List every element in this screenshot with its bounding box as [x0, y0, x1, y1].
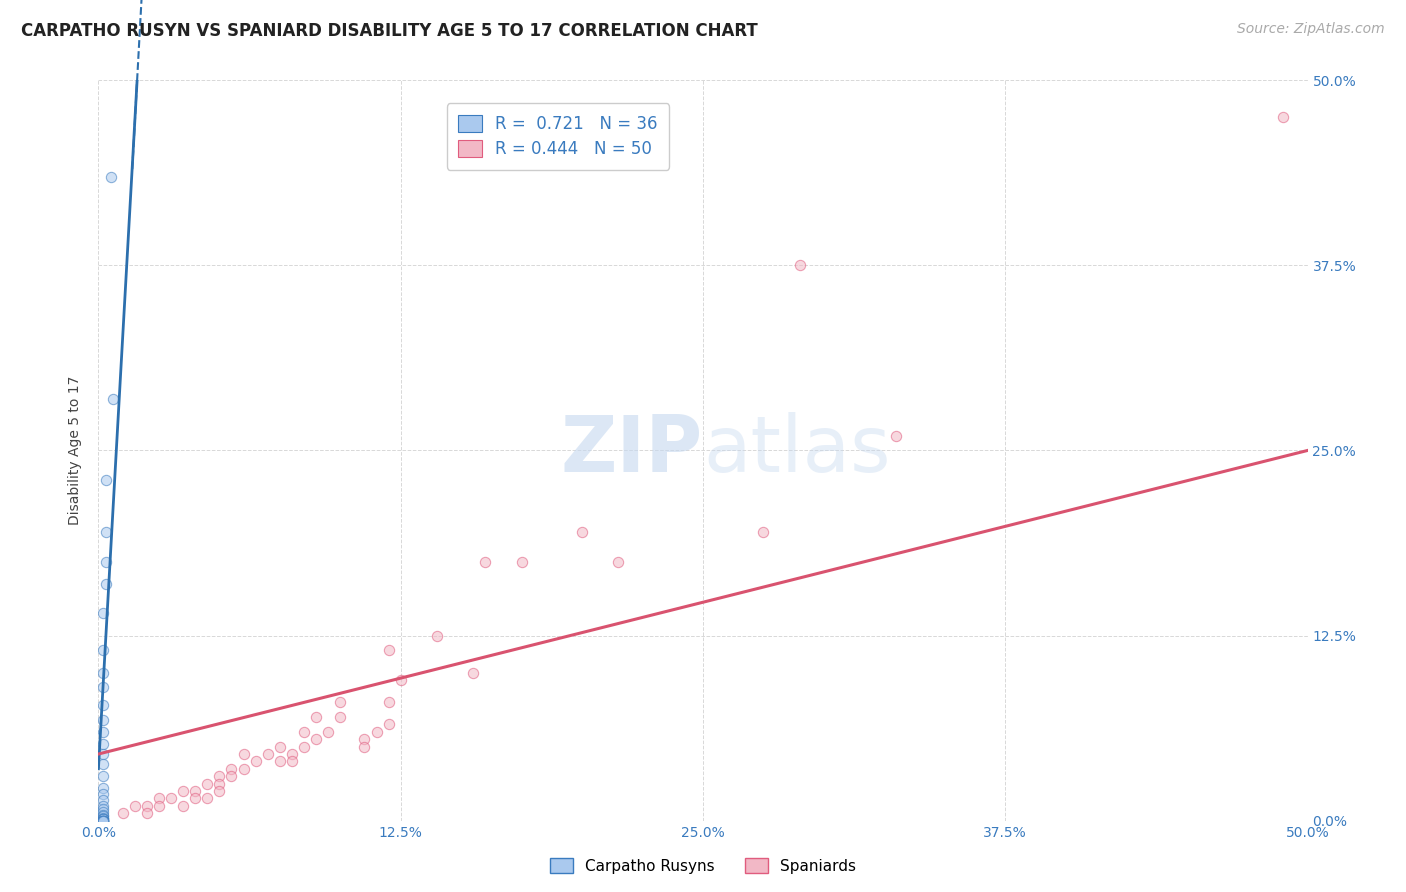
Point: [91, 814, 114, 828]
Point: [91, 812, 114, 826]
Point: [269, 755, 291, 769]
Point: [91, 681, 114, 695]
Point: [256, 747, 278, 761]
Point: [91, 780, 114, 795]
Point: [172, 784, 194, 798]
Point: [91, 814, 114, 828]
Point: [329, 710, 352, 724]
Point: [366, 724, 388, 739]
Point: [208, 784, 231, 798]
Point: [305, 710, 328, 724]
Point: [353, 732, 375, 747]
Point: [91, 798, 114, 813]
Point: [329, 695, 352, 709]
Point: [101, 392, 124, 406]
Point: [100, 169, 122, 184]
Point: [91, 814, 114, 828]
Text: atlas: atlas: [703, 412, 890, 489]
Point: [91, 713, 114, 727]
Point: [160, 791, 183, 805]
Point: [91, 807, 114, 822]
Point: [195, 791, 218, 805]
Point: [281, 755, 304, 769]
Point: [316, 724, 339, 739]
Point: [94, 473, 117, 487]
Point: [292, 739, 315, 754]
Point: [91, 812, 114, 826]
Point: [91, 665, 114, 680]
Point: [389, 673, 412, 687]
Point: [135, 806, 157, 821]
Point: [305, 732, 328, 747]
Point: [91, 787, 114, 801]
Point: [91, 643, 114, 657]
Point: [221, 762, 243, 776]
Point: [94, 524, 117, 539]
Point: [111, 806, 134, 821]
Point: [752, 524, 775, 539]
Text: CARPATHO RUSYN VS SPANIARD DISABILITY AGE 5 TO 17 CORRELATION CHART: CARPATHO RUSYN VS SPANIARD DISABILITY AG…: [21, 22, 758, 40]
Point: [474, 555, 496, 569]
Point: [571, 524, 593, 539]
Point: [377, 695, 399, 709]
Point: [91, 793, 114, 807]
Text: Source: ZipAtlas.com: Source: ZipAtlas.com: [1237, 22, 1385, 37]
Point: [148, 798, 170, 813]
Text: ZIP: ZIP: [561, 412, 703, 489]
Point: [232, 762, 254, 776]
Point: [269, 739, 291, 754]
Point: [172, 798, 194, 813]
Point: [377, 643, 399, 657]
Point: [135, 798, 157, 813]
Point: [91, 769, 114, 783]
Point: [124, 798, 146, 813]
Point: [886, 428, 908, 442]
Point: [91, 757, 114, 772]
Point: [148, 791, 170, 805]
Point: [208, 769, 231, 783]
Legend: Carpatho Rusyns, Spaniards: Carpatho Rusyns, Spaniards: [544, 852, 862, 880]
Y-axis label: Disability Age 5 to 17: Disability Age 5 to 17: [69, 376, 83, 525]
Point: [195, 776, 218, 791]
Point: [208, 776, 231, 791]
Legend: R =  0.721   N = 36, R = 0.444   N = 50: R = 0.721 N = 36, R = 0.444 N = 50: [447, 103, 669, 169]
Point: [292, 724, 315, 739]
Point: [94, 576, 117, 591]
Point: [91, 724, 114, 739]
Point: [91, 607, 114, 621]
Point: [91, 814, 114, 828]
Point: [91, 802, 114, 816]
Point: [91, 814, 114, 828]
Point: [91, 747, 114, 761]
Point: [91, 812, 114, 826]
Point: [353, 739, 375, 754]
Point: [221, 769, 243, 783]
Point: [91, 805, 114, 819]
Point: [184, 784, 207, 798]
Point: [91, 811, 114, 825]
Point: [607, 555, 630, 569]
Point: [426, 628, 449, 642]
Point: [789, 259, 811, 273]
Point: [91, 814, 114, 828]
Point: [184, 791, 207, 805]
Point: [245, 755, 267, 769]
Point: [281, 747, 304, 761]
Point: [94, 555, 117, 569]
Point: [91, 737, 114, 751]
Point: [1272, 111, 1295, 125]
Point: [91, 814, 114, 828]
Point: [91, 698, 114, 713]
Point: [377, 717, 399, 731]
Point: [510, 555, 533, 569]
Point: [91, 809, 114, 823]
Point: [232, 747, 254, 761]
Point: [463, 665, 485, 680]
